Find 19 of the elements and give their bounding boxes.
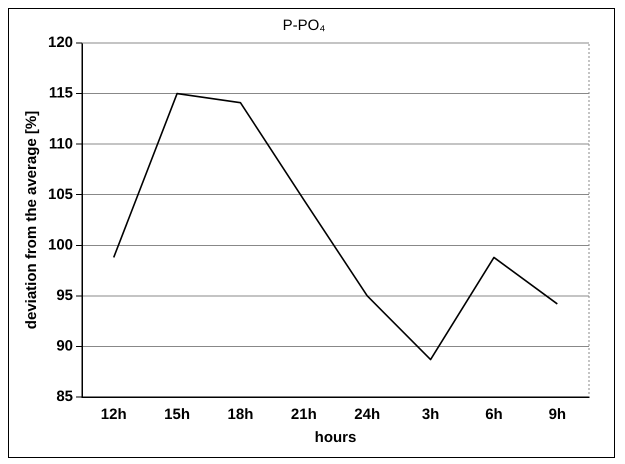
x-tick-label: 24h (354, 406, 380, 424)
y-tick-label: 85 (56, 388, 74, 406)
x-tick-label: 18h (228, 406, 254, 424)
y-tick-label: 115 (48, 84, 74, 102)
x-tick-label: 9h (548, 406, 566, 424)
x-tick-label: 15h (164, 406, 190, 424)
y-tick-label: 120 (48, 34, 74, 52)
y-tick-label: 105 (48, 186, 74, 203)
y-axis-title: deviation from the average [%] (23, 110, 40, 330)
y-tick-label: 110 (48, 135, 74, 152)
y-tick-label: 90 (56, 338, 74, 355)
x-tick-label: 6h (485, 406, 503, 424)
x-axis-title: hours (314, 429, 356, 446)
x-tick-label: 3h (422, 406, 440, 424)
y-tick-label: 95 (56, 287, 74, 304)
chart-title: P-PO₄ (282, 17, 326, 34)
x-tick-label: 12h (100, 406, 127, 424)
x-tick-label: 21h (290, 406, 317, 424)
y-tick-label: 100 (48, 236, 74, 254)
